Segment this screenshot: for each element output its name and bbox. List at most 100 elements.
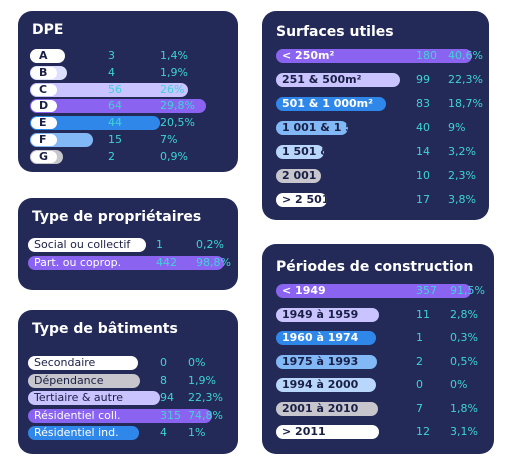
bar-value-label: 3 xyxy=(108,49,115,62)
letter-box xyxy=(30,133,58,147)
bar-category-label: F xyxy=(39,133,47,146)
bar-value-label: 99 xyxy=(416,73,430,86)
bar-percent-label: 26% xyxy=(160,82,185,96)
bar-category-label: < 1949 xyxy=(282,284,326,297)
bar-category-label: 1949 à 1959 xyxy=(282,307,359,321)
chart-row: C 56 26% xyxy=(30,82,210,97)
bar-category-label: Social ou collectif xyxy=(34,238,131,251)
chart-row: 251 & 500m² 99 22,3% xyxy=(276,73,498,87)
chart-row: Social ou collectif 1 0,2% xyxy=(28,238,246,252)
bar-percent-label: 3,2% xyxy=(448,145,476,158)
chart-row: 2 001 & 2 500m² 10 2,3% xyxy=(276,169,498,183)
letter-box xyxy=(30,99,58,114)
bar-value-label: 0 xyxy=(416,378,423,391)
bar-category-label: A xyxy=(39,49,48,62)
chart-row: 501 & 1 000m² 83 18,7% xyxy=(276,97,498,111)
bar-mark: A xyxy=(30,49,65,63)
proprietaires-title: Type de propriétaires xyxy=(32,209,202,225)
bar-value-label: 17 xyxy=(416,193,430,206)
bar-category-label: G xyxy=(39,149,49,163)
bar-percent-label: 2,8% xyxy=(450,307,478,321)
chart-row: < 250m² 180 40,6% xyxy=(276,49,498,63)
surfaces-card: Surfaces utiles < 250m² 180 40,6% 251 & 500… xyxy=(262,11,489,220)
chart-row: > 2 501m² 17 3,8% xyxy=(276,193,498,207)
bar-category-label: Tertiaire & autre xyxy=(34,391,123,404)
bar-percent-label: 18,7% xyxy=(448,97,483,110)
bar-mark: 501 & 1 000m² xyxy=(276,97,386,111)
bar-category-label: E xyxy=(39,116,47,130)
bar-mark: D xyxy=(30,99,206,114)
bar-percent-label: 3,8% xyxy=(448,193,476,206)
bar-mark: 1960 à 1974 xyxy=(276,331,377,345)
dpe-title: DPE xyxy=(32,22,64,38)
chart-row: A 3 1,4% xyxy=(30,49,210,63)
bar-category-label: > 2011 xyxy=(282,425,326,438)
letter-box xyxy=(30,149,58,164)
bar-mark: < 250m² xyxy=(276,49,472,63)
bar-category-label: 1960 à 1974 xyxy=(282,331,359,344)
bar-category-label: 2 001 & 2 500m² xyxy=(282,169,321,182)
dpe-card: DPE A 3 1,4% B 4 1,9% C 56 26% D 64 29,8% E 44 20,5% F 1… xyxy=(18,11,238,172)
bar-mark: 1994 à 2000 xyxy=(276,378,376,392)
bar-percent-label: 40,6% xyxy=(448,49,483,62)
bar-value-label: 83 xyxy=(416,97,430,110)
bar-category-label: Secondaire xyxy=(34,356,96,369)
bar-mark: E xyxy=(30,116,160,131)
bar-mark: Social ou collectif xyxy=(28,238,147,252)
bar-value-label: 15 xyxy=(108,133,122,146)
bar-mark: < 1949 xyxy=(276,284,471,298)
bar-value-label: 0 xyxy=(160,356,167,369)
chart-row: Résidentiel coll. 315 74,8% xyxy=(28,408,238,423)
chart-row: Dépendance 8 1,9% xyxy=(28,373,238,388)
bar-mark: 2 001 & 2 500m² xyxy=(276,169,321,183)
chart-row: 2001 à 2010 7 1,8% xyxy=(276,401,500,416)
bar-value-label: 1 xyxy=(416,331,423,344)
bar-value-label: 7 xyxy=(416,401,423,415)
bar-category-label: 251 & 500m² xyxy=(282,73,362,86)
bar-value-label: 40 xyxy=(416,121,430,134)
bar-value-label: 4 xyxy=(160,426,167,439)
bar-category-label: 1975 à 1993 xyxy=(282,354,359,368)
bar-mark: > 2011 xyxy=(276,425,380,439)
bar-percent-label: 1,4% xyxy=(160,49,188,62)
chart-row: Secondaire 0 0% xyxy=(28,356,238,370)
bar-percent-label: 0,5% xyxy=(450,354,478,368)
chart-row: Résidentiel ind. 4 1% xyxy=(28,426,238,440)
bar-mark: 1975 à 1993 xyxy=(276,354,377,369)
bar-category-label: Part. ou coprop. xyxy=(34,256,122,269)
proprietaires-card: Type de propriétaires Social ou collecti… xyxy=(18,198,238,290)
bar-value-label: 14 xyxy=(416,145,430,158)
bar-category-label: 2001 à 2010 xyxy=(282,401,359,415)
bar-percent-label: 29,8% xyxy=(160,99,195,113)
bar-percent-label: 1,8% xyxy=(450,401,478,415)
bar-mark: B xyxy=(30,65,68,80)
bar-category-label: > 2 501m² xyxy=(282,193,328,206)
surfaces-title: Surfaces utiles xyxy=(276,24,394,40)
bar-category-label: Dépendance xyxy=(34,373,104,387)
bar-percent-label: 9% xyxy=(448,121,466,134)
bar-percent-label: 0,2% xyxy=(196,238,224,251)
chart-row: B 4 1,9% xyxy=(30,65,210,80)
bar-value-label: 8 xyxy=(160,373,167,387)
bar-value-label: 357 xyxy=(416,284,437,297)
periodes-title: Périodes de construction xyxy=(276,259,474,275)
bar-value-label: 2 xyxy=(108,149,115,163)
bar-percent-label: 20,5% xyxy=(160,116,195,130)
bar-value-label: 442 xyxy=(156,256,177,269)
bar-value-label: 44 xyxy=(108,116,122,130)
bar-value-label: 11 xyxy=(416,307,430,321)
bar-percent-label: 22,3% xyxy=(448,73,483,86)
bar-percent-label: 74,8% xyxy=(188,408,223,422)
bar-mark: G xyxy=(30,149,63,164)
bar-category-label: 1 501 & 2 000m² xyxy=(282,145,324,158)
bar-value-label: 315 xyxy=(160,408,181,422)
chart-row: 1 501 & 2 000m² 14 3,2% xyxy=(276,145,498,159)
bar-category-label: D xyxy=(39,99,49,113)
bar-category-label: Résidentiel ind. xyxy=(34,426,119,439)
bar-mark: Secondaire xyxy=(28,356,138,370)
batiments-card: Type de bâtiments Secondaire 0 0% Dépendanc… xyxy=(18,310,238,454)
letter-box xyxy=(30,82,58,97)
bar-category-label: 1994 à 2000 xyxy=(282,378,359,391)
bar-value-label: 56 xyxy=(108,82,122,96)
bar-value-label: 64 xyxy=(108,99,122,113)
